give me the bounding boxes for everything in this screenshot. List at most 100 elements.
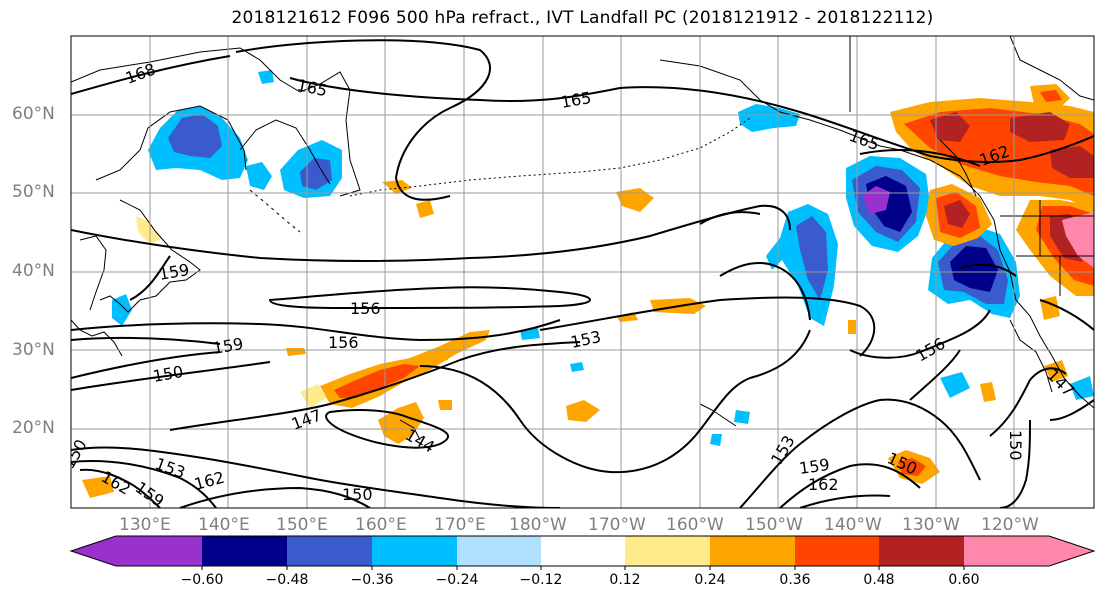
lon-label: 120°W — [981, 515, 1039, 535]
colorbar-segment — [625, 536, 710, 566]
blue-field-small-7 — [710, 434, 722, 446]
blue-field-small-6 — [1070, 376, 1094, 400]
blue-field-small-3 — [570, 362, 584, 372]
blue-field-small-4 — [734, 410, 750, 424]
orange-field-se-4 — [848, 320, 856, 334]
redorange-field-nw — [1040, 90, 1062, 102]
royal-field-okhotsk — [168, 114, 222, 158]
contour-150-c — [1049, 399, 1094, 421]
coastlines — [71, 36, 1094, 441]
lon-label: 140°W — [824, 515, 882, 535]
lon-label: 170°W — [588, 515, 646, 535]
coastline-islands-1 — [699, 403, 737, 427]
contour-159-e — [129, 255, 171, 301]
firebrick-field-bc — [944, 200, 970, 228]
lon-label: 160°E — [355, 515, 407, 535]
colorbar-outline — [69, 535, 1096, 567]
redorange-field-south — [898, 458, 926, 476]
coastline-kurils — [249, 189, 301, 233]
orange-field-small-2 — [436, 352, 448, 362]
colorbar-segment — [202, 536, 287, 566]
contour-150-b — [419, 329, 811, 474]
contour-south-3 — [79, 468, 161, 508]
colorbar-segment — [116, 536, 202, 566]
royal-field-band — [796, 216, 828, 300]
coastline-japan — [99, 199, 201, 313]
contour-label: 150 — [342, 485, 373, 504]
blue-field-kuril — [246, 162, 272, 190]
orange-field-midpac-3 — [382, 180, 412, 194]
graticule — [71, 36, 1094, 508]
colorbar-tick-label: −0.36 — [350, 572, 394, 588]
lon-label: 150°E — [276, 515, 328, 535]
lat-label: 60°N — [12, 104, 55, 124]
coastline-baja — [1009, 319, 1053, 393]
colorbar-tick-label: 0.12 — [609, 572, 641, 588]
coastline-siberia — [71, 47, 361, 197]
firebrick-field-alaska — [930, 112, 970, 142]
blue-field-small-5 — [940, 372, 970, 398]
lat-label: 50°N — [12, 182, 55, 202]
colorbar-segment — [372, 536, 457, 566]
colorbar-segment — [795, 536, 879, 566]
lat-label: 30°N — [12, 340, 55, 360]
contour-159-d — [779, 463, 921, 508]
colorbar-tick-label: −0.48 — [265, 572, 309, 588]
orange-field-hawaii — [378, 402, 424, 444]
lon-label: 170°E — [434, 515, 486, 535]
blue-field-alaska — [738, 104, 800, 132]
colorbar-segment — [457, 536, 541, 566]
contour-147 — [169, 341, 581, 431]
orange-field-se-2 — [1044, 360, 1068, 382]
colorbar-segment — [964, 536, 1049, 566]
contour-165-mid — [289, 77, 931, 157]
colorbar-segment — [287, 536, 372, 566]
contour-label: 150 — [1006, 430, 1025, 461]
lon-label: 130°W — [902, 515, 960, 535]
orange-field-se-3 — [980, 382, 996, 402]
lon-label: 180°W — [509, 515, 567, 535]
contour-south-1 — [71, 446, 561, 508]
colorbar — [69, 535, 1096, 570]
contour-162-c — [799, 494, 891, 508]
colorbar-tick-label: 0.24 — [694, 572, 726, 588]
contour-153-e — [739, 398, 981, 508]
colorbar-extend-low — [71, 536, 116, 566]
contour-south-4 — [179, 486, 371, 508]
colorbar-extend-high — [1049, 536, 1094, 566]
lon-label: 150°W — [745, 515, 803, 535]
contour-label: 162 — [808, 475, 839, 494]
coastline-islands-2 — [399, 419, 421, 441]
redorange-field-subtrop — [334, 364, 420, 398]
contour-south-2 — [71, 459, 217, 508]
orange-field-midpac-4 — [416, 200, 434, 218]
orange-field-midpac-5 — [566, 400, 600, 422]
contour-153-d — [699, 211, 761, 225]
contour-156-b — [71, 319, 561, 342]
contour-156-loop — [268, 286, 591, 310]
contour-159-a — [71, 204, 791, 262]
colorbar-tick-label: −0.24 — [435, 572, 479, 588]
yellow-field-jp — [136, 216, 160, 244]
contour-156-f — [909, 349, 961, 401]
royal-field-okhotsk-2 — [300, 158, 332, 190]
coastline-alaska — [659, 59, 1094, 409]
lon-label: 130°E — [119, 515, 171, 535]
lat-label: 20°N — [12, 418, 55, 438]
coastline-kamchatka — [239, 119, 331, 185]
contour-label: 156 — [350, 299, 381, 318]
pink-field-west — [1062, 212, 1094, 268]
border-nw — [1009, 36, 1094, 101]
contour-159-c — [959, 263, 1017, 277]
lon-label: 160°W — [666, 515, 724, 535]
coastline-aleutians — [349, 117, 751, 197]
colorbar-segment — [879, 536, 964, 566]
firebrick-field-alaska-3 — [1050, 146, 1094, 178]
contour-165-north — [235, 39, 491, 201]
colorbar-segment — [541, 536, 625, 566]
contour-label: 156 — [328, 333, 359, 352]
contour-156-c — [719, 261, 811, 321]
contour-label: 159 — [798, 455, 831, 478]
colorbar-tick-label: 0.36 — [779, 572, 811, 588]
